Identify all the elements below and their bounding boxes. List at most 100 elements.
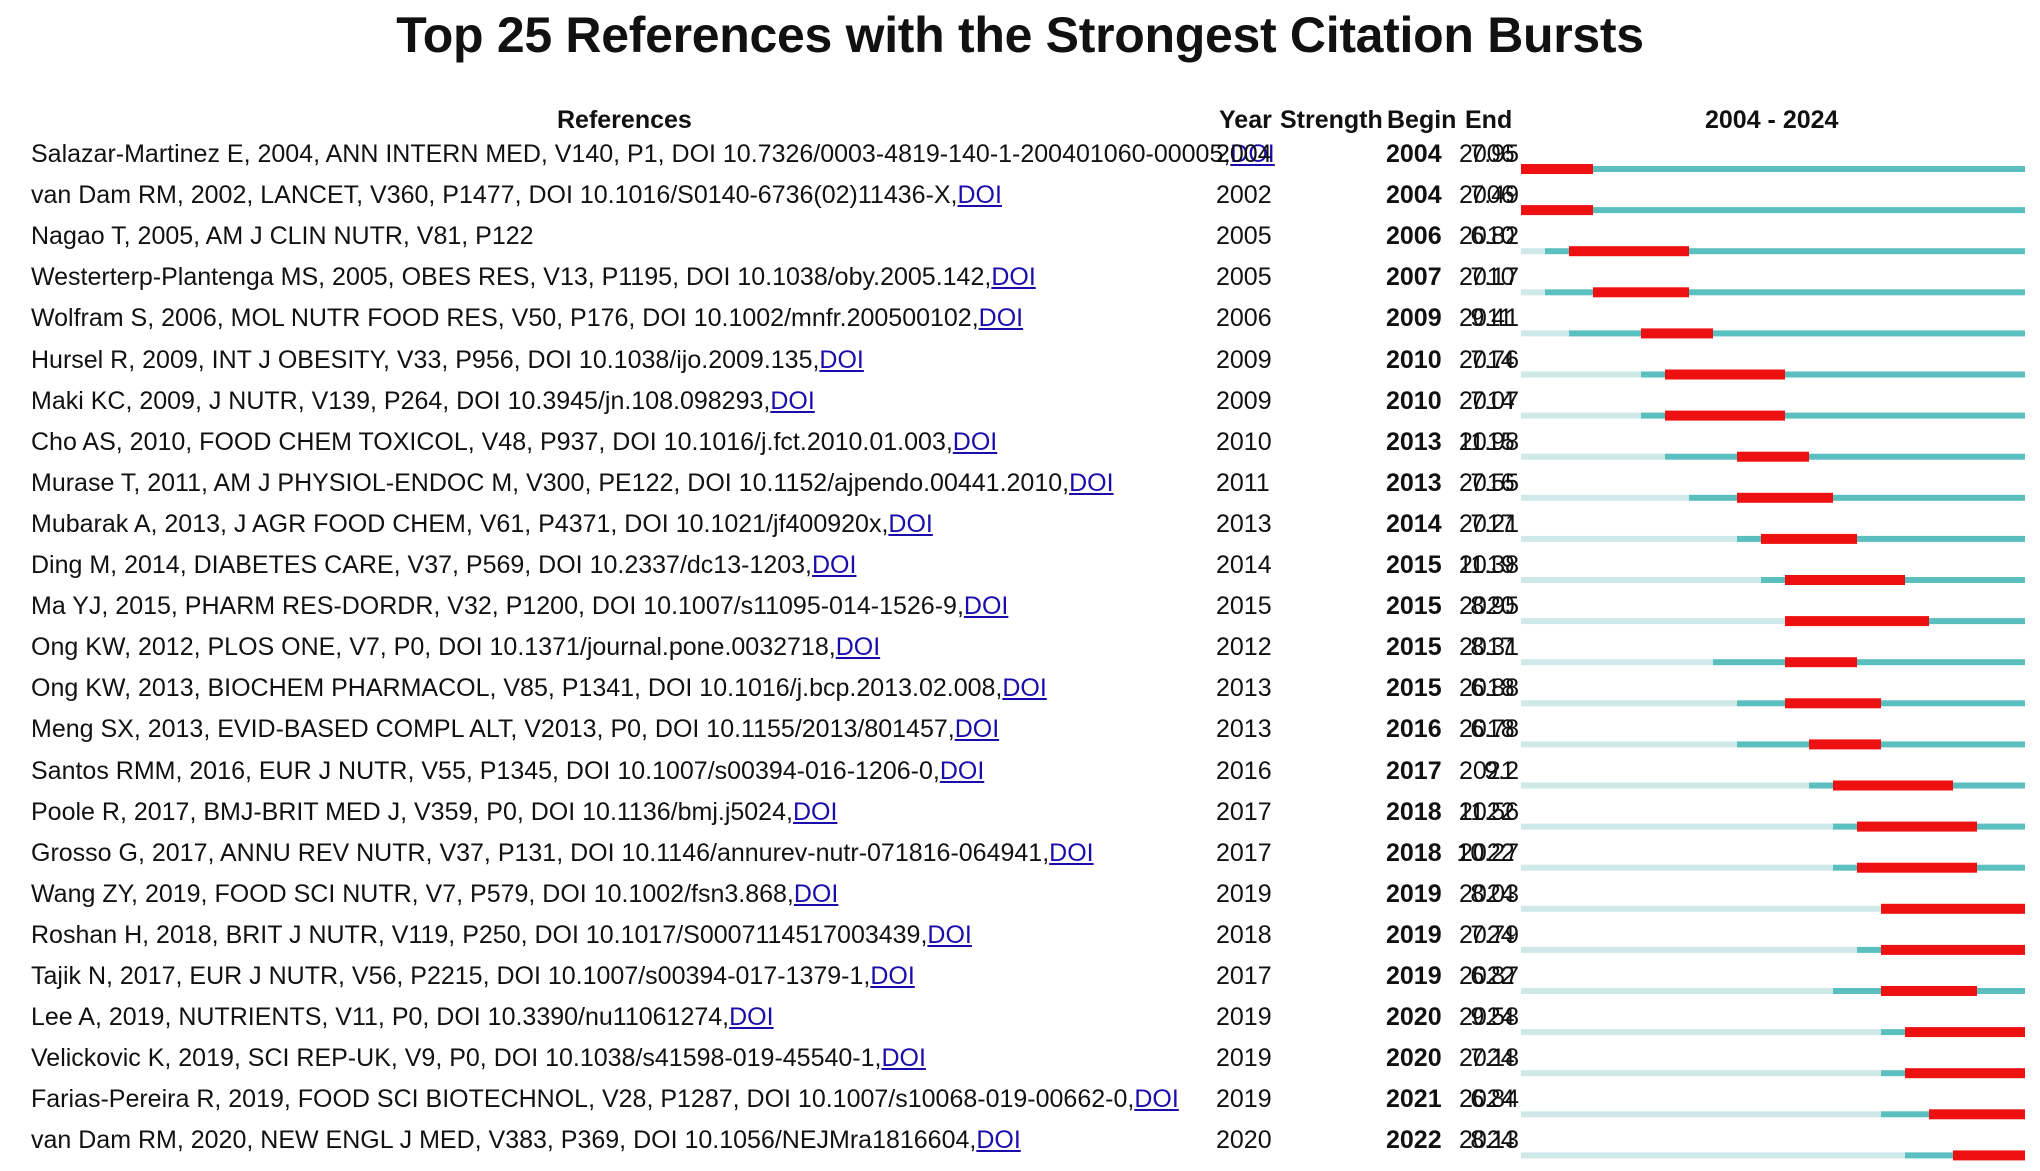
doi-link[interactable]: DOI: [870, 962, 915, 990]
doi-link[interactable]: DOI: [1230, 140, 1275, 168]
timeline-inactive-segment: [1521, 618, 1785, 625]
burst-strength: 7.07: [1470, 386, 1519, 415]
reference-text: Lee A, 2019, NUTRIENTS, V11, P0, DOI 10.…: [31, 1003, 774, 1032]
publication-year: 2013: [1216, 509, 1272, 538]
burst-end: 2022: [1459, 797, 1515, 826]
timeline-inactive-segment: [1521, 289, 1545, 296]
burst-segment: [1761, 533, 1857, 544]
doi-link[interactable]: DOI: [954, 715, 1000, 744]
doi-link[interactable]: DOI: [957, 181, 1002, 210]
burst-begin: 2006: [1386, 222, 1442, 251]
burst-segment: [1953, 1150, 2025, 1161]
burst-segment: [1881, 903, 2025, 914]
burst-segment: [1665, 410, 1785, 421]
burst-strength: 6.78: [1470, 715, 1519, 744]
header-timeline-range: 2004 - 2024: [1705, 106, 1839, 134]
burst-segment: [1593, 287, 1689, 298]
doi-link[interactable]: DOI: [835, 633, 881, 662]
burst-segment: [1809, 739, 1881, 750]
doi-link[interactable]: DOI: [888, 509, 933, 538]
doi-link[interactable]: DOI: [952, 427, 998, 456]
doi-link[interactable]: DOI: [976, 1126, 1021, 1155]
burst-end: 2024: [1459, 1085, 1515, 1114]
timeline-active-segment: [1641, 371, 2025, 378]
doi-link[interactable]: DOI: [770, 386, 815, 415]
doi-link[interactable]: DOI: [963, 592, 1009, 621]
burst-segment: [1785, 575, 1905, 585]
publication-year: 2005: [1216, 222, 1272, 251]
timeline-inactive-segment: [1521, 453, 1665, 460]
doi-link[interactable]: DOI: [927, 920, 972, 949]
publication-year: 2020: [1216, 1126, 1272, 1155]
publication-year: 2013: [1216, 715, 1272, 744]
publication-year: 2002: [1216, 181, 1272, 210]
timeline-inactive-segment: [1521, 535, 1737, 542]
reference-text: Wolfram S, 2006, MOL NUTR FOOD RES, V50,…: [31, 304, 1024, 333]
burst-end: 2019: [1459, 551, 1515, 579]
burst-strength: 6.82: [1470, 222, 1519, 251]
publication-year: 2018: [1216, 920, 1272, 949]
doi-link[interactable]: DOI: [1134, 1085, 1179, 1114]
burst-segment: [1665, 369, 1785, 380]
burst-begin: 2020: [1386, 1044, 1442, 1073]
burst-segment: [1881, 944, 2025, 955]
burst-end: 2024: [1459, 1044, 1515, 1073]
header-begin: Begin: [1387, 106, 1457, 134]
doi-link[interactable]: DOI: [991, 263, 1036, 292]
doi-link[interactable]: DOI: [792, 797, 838, 826]
table-row: Salazar-Martinez E, 2004, ANN INTERN MED…: [0, 140, 2040, 181]
reference-text: Grosso G, 2017, ANNU REV NUTR, V37, P131…: [31, 838, 1094, 867]
table-row: Santos RMM, 2016, EUR J NUTR, V55, P1345…: [0, 757, 2040, 798]
burst-end: 2017: [1459, 509, 1515, 538]
timeline-inactive-segment: [1521, 905, 1881, 912]
burst-segment: [1785, 657, 1857, 668]
burst-begin: 2004: [1386, 140, 1442, 168]
burst-segment: [1785, 698, 1881, 709]
table-row: Poole R, 2017, BMJ-BRIT MED J, V359, P0,…: [0, 798, 2040, 839]
burst-strength: 11.56: [1458, 797, 1519, 826]
burst-begin: 2018: [1386, 797, 1442, 826]
burst-end: 2018: [1459, 674, 1515, 703]
doi-link[interactable]: DOI: [1069, 468, 1114, 497]
doi-link[interactable]: DOI: [978, 304, 1024, 333]
doi-link[interactable]: DOI: [1002, 674, 1047, 703]
timeline-active-segment: [1545, 289, 2025, 296]
burst-end: 2020: [1459, 592, 1515, 621]
burst-begin: 2009: [1386, 304, 1442, 333]
burst-strength: 10.27: [1456, 838, 1519, 867]
burst-strength: 7.79: [1470, 920, 1519, 949]
burst-end: 2018: [1459, 715, 1515, 744]
doi-link[interactable]: DOI: [1049, 838, 1094, 867]
doi-link[interactable]: DOI: [729, 1003, 774, 1032]
timeline-inactive-segment: [1521, 412, 1641, 419]
timeline-inactive-segment: [1521, 988, 1833, 994]
table-row: Murase T, 2011, AM J PHYSIOL-ENDOC M, V3…: [0, 469, 2040, 510]
timeline-inactive-segment: [1521, 864, 1833, 871]
doi-link[interactable]: DOI: [811, 551, 857, 579]
burst-end: 2022: [1459, 838, 1515, 867]
burst-end: 2024: [1459, 1126, 1515, 1155]
timeline-active-segment: [1545, 248, 2025, 255]
burst-begin: 2014: [1386, 509, 1442, 538]
timeline-active-segment: [1569, 330, 2025, 337]
table-row: Wang ZY, 2019, FOOD SCI NUTR, V7, P579, …: [0, 880, 2040, 921]
timeline-active-segment: [1737, 535, 2025, 542]
burst-begin: 2010: [1386, 386, 1442, 415]
doi-link[interactable]: DOI: [793, 879, 839, 908]
timeline-inactive-segment: [1521, 248, 1545, 255]
burst-begin: 2013: [1386, 427, 1442, 456]
burst-end: 2021: [1459, 756, 1515, 785]
doi-link[interactable]: DOI: [881, 1044, 926, 1073]
burst-begin: 2018: [1386, 838, 1442, 867]
burst-begin: 2019: [1386, 879, 1442, 908]
burst-segment: [1833, 780, 1953, 791]
timeline-inactive-segment: [1521, 946, 1857, 953]
timeline-inactive-segment: [1521, 1029, 1881, 1036]
burst-segment: [1737, 451, 1809, 462]
burst-segment: [1641, 328, 1713, 339]
doi-link[interactable]: DOI: [819, 345, 864, 374]
publication-year: 2017: [1216, 962, 1272, 990]
doi-link[interactable]: DOI: [939, 756, 985, 785]
publication-year: 2017: [1216, 838, 1272, 867]
header-references: References: [557, 106, 692, 134]
